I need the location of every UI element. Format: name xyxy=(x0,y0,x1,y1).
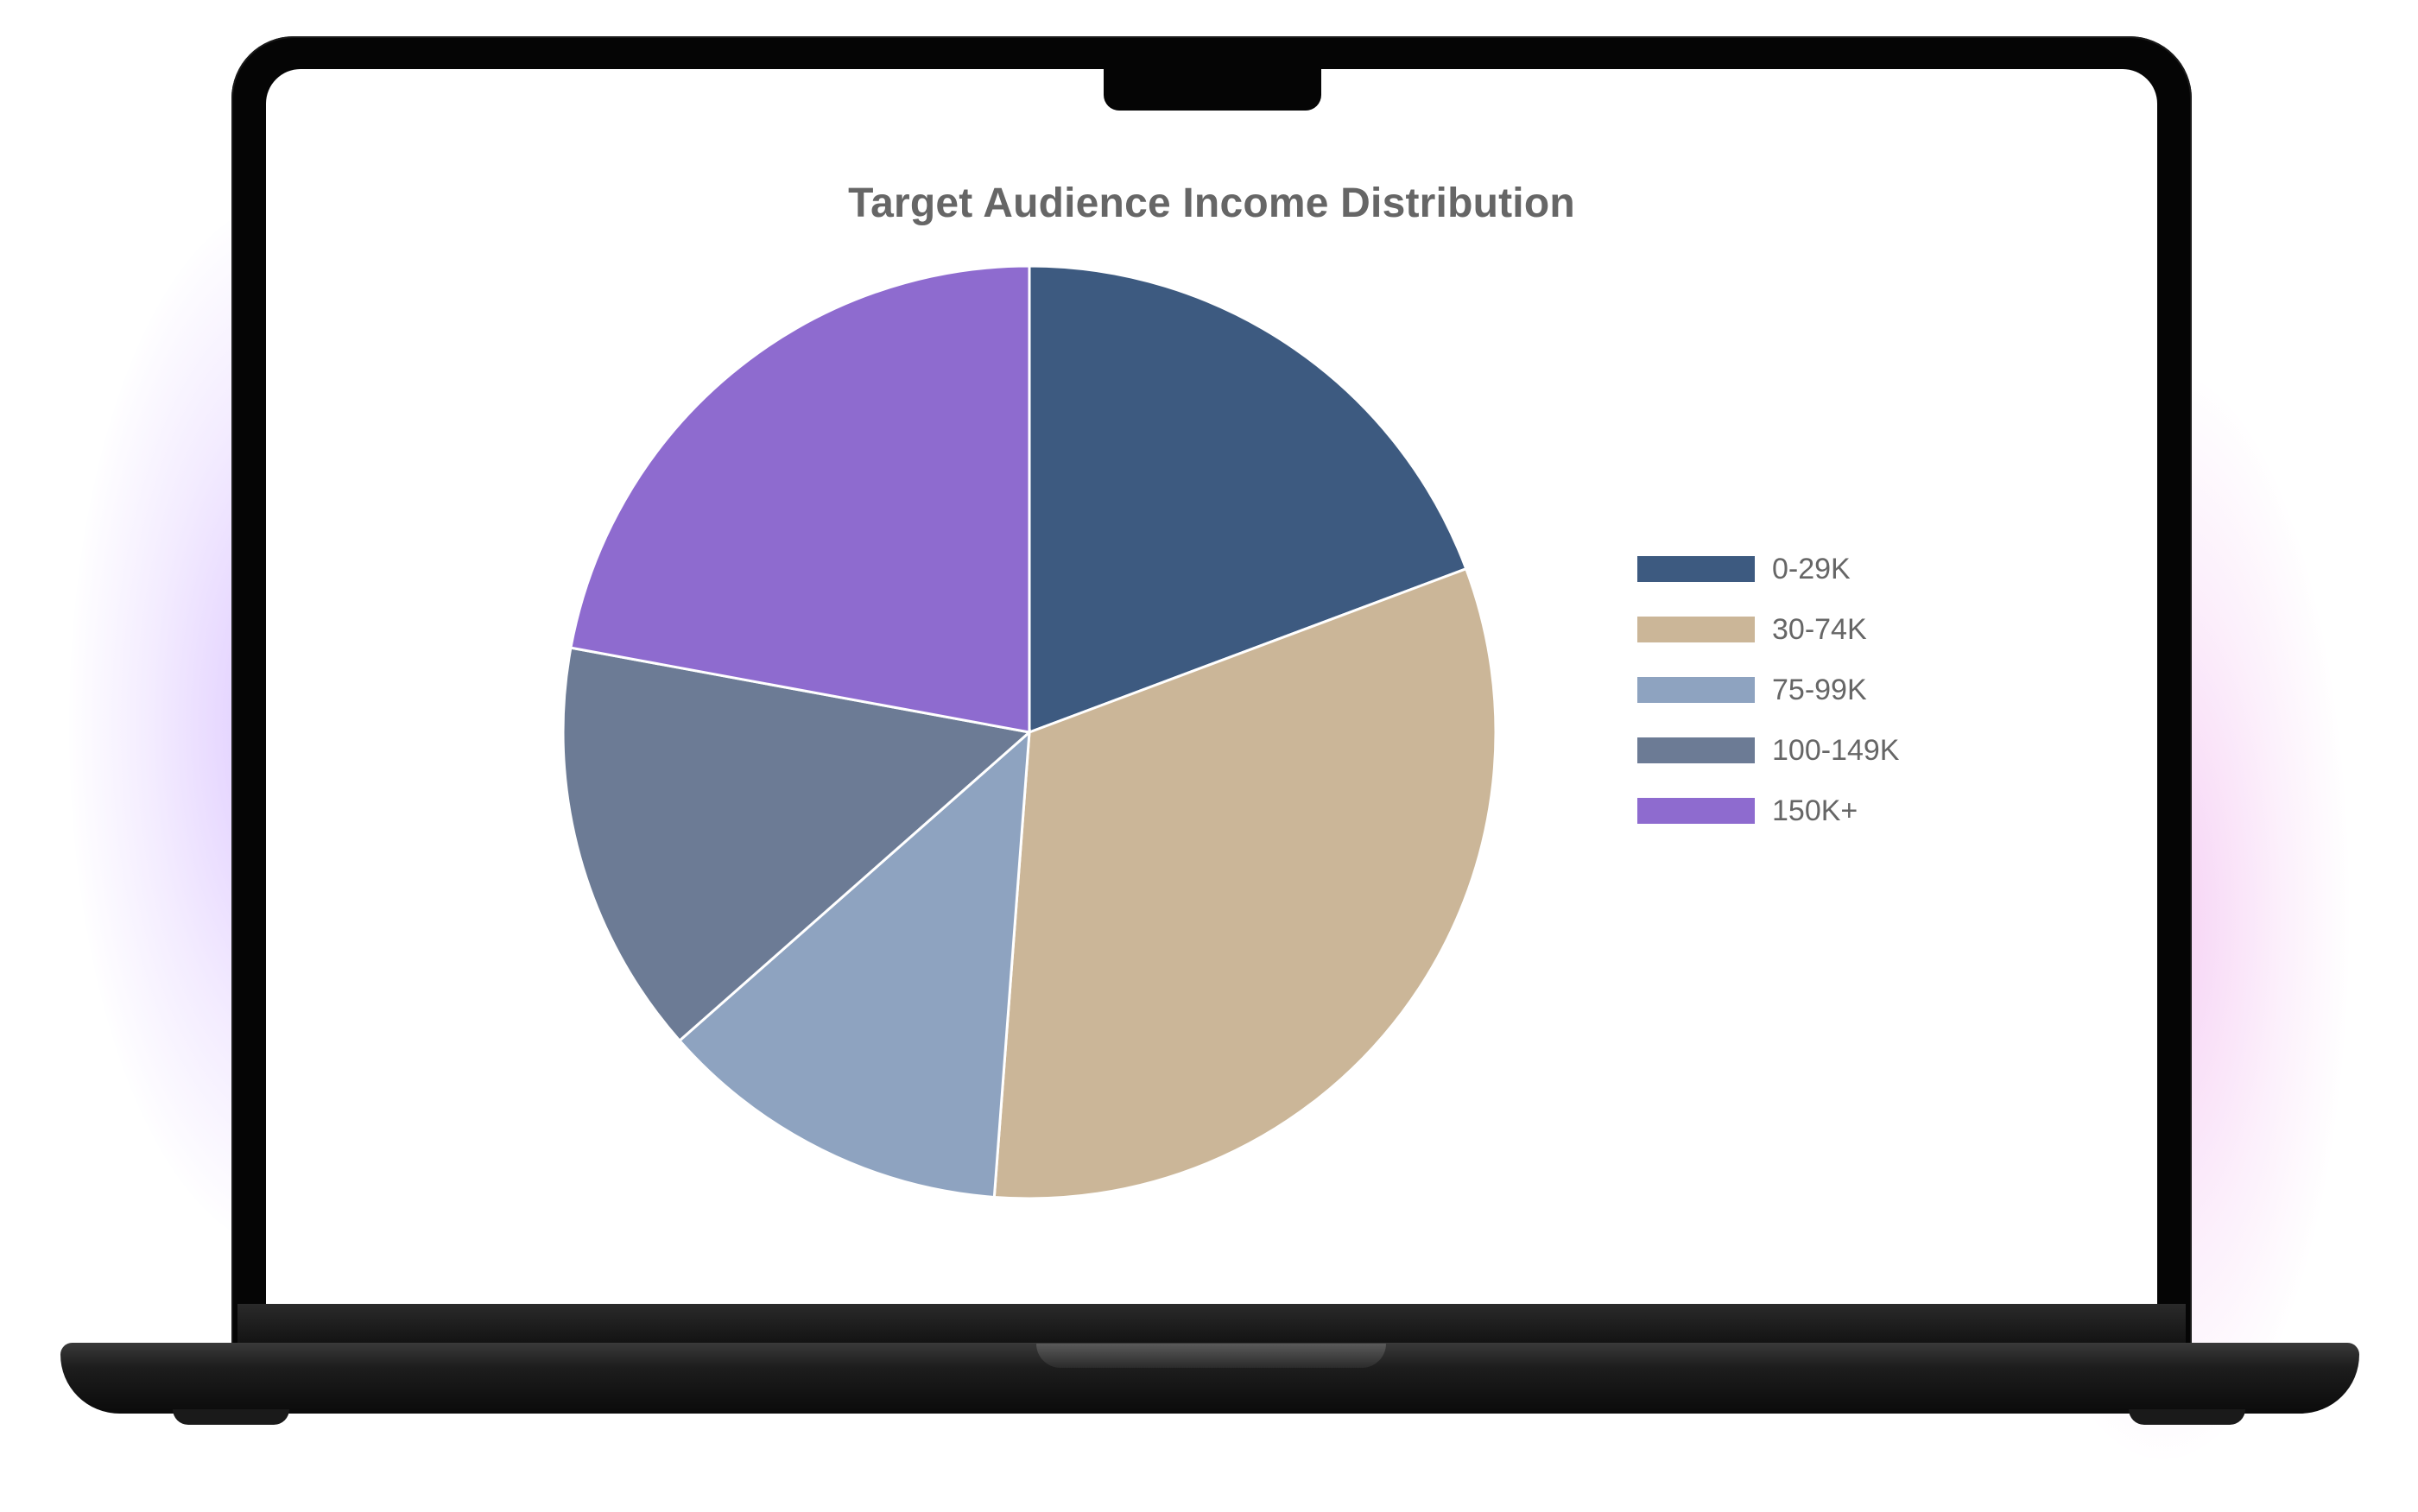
trackpad-notch xyxy=(1036,1344,1386,1368)
left-foot xyxy=(173,1409,289,1425)
legend-swatch-30-74k xyxy=(1637,617,1755,642)
legend-label-0-29k: 0-29K xyxy=(1772,552,1851,585)
pie-slice-100-149k[interactable] xyxy=(561,646,1033,1043)
legend-item-75-99k: 75-99K xyxy=(1637,660,2000,720)
pie-slice-150k-plus[interactable] xyxy=(569,264,1031,734)
camera-notch xyxy=(1104,69,1321,111)
pie-slice-0-29k[interactable] xyxy=(1028,264,1468,735)
legend-label-100-149k: 100-149K xyxy=(1772,733,1900,767)
legend-item-150k-plus: 150K+ xyxy=(1637,781,2000,841)
legend-label-150k-plus: 150K+ xyxy=(1772,794,1858,827)
legend-swatch-150k-plus xyxy=(1637,798,1755,824)
legend-item-100-149k: 100-149K xyxy=(1637,720,2000,781)
legend-swatch-0-29k xyxy=(1637,556,1755,582)
legend-label-75-99k: 75-99K xyxy=(1772,673,1867,706)
right-foot xyxy=(2129,1409,2245,1425)
pie-slices xyxy=(561,264,1497,1200)
legend-swatch-75-99k xyxy=(1637,677,1755,703)
screen-bottom-bezel xyxy=(237,1304,2186,1347)
legend-label-30-74k: 30-74K xyxy=(1772,612,1867,646)
legend: 0-29K 30-74K 75-99K 100-149K 150K+ xyxy=(1637,539,2000,841)
pie-slice-30-74k[interactable] xyxy=(992,566,1497,1200)
legend-swatch-100-149k xyxy=(1637,737,1755,763)
chart-title: Target Audience Income Distribution xyxy=(848,180,1575,226)
legend-item-30-74k: 30-74K xyxy=(1637,599,2000,660)
pie-chart xyxy=(561,264,1497,1200)
laptop-screen: Target Audience Income Distribution 0-29… xyxy=(266,69,2157,1304)
pie-slice-75-99k[interactable] xyxy=(677,729,1031,1199)
legend-item-0-29k: 0-29K xyxy=(1637,539,2000,599)
